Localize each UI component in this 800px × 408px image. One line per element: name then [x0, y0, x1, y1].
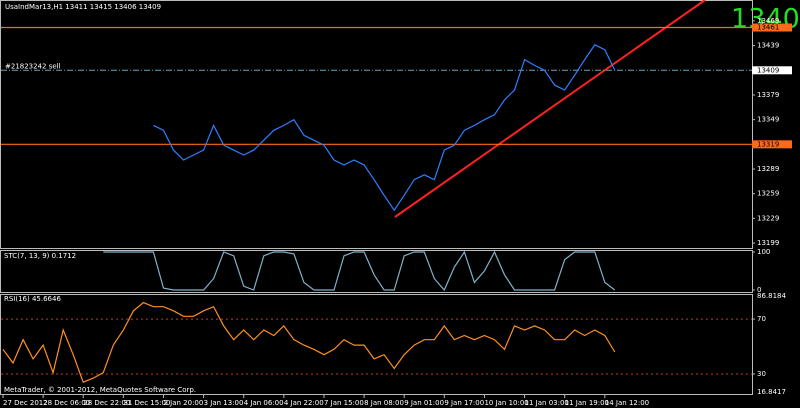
y-tick-label: 100	[757, 248, 770, 256]
y-limit-label: 86.8184	[757, 292, 786, 300]
y-tick-label: 13289	[757, 165, 779, 173]
y-tick-label: 13229	[757, 214, 779, 222]
y-tick-label: 30	[757, 370, 766, 378]
level-box	[752, 140, 792, 149]
y-tick-label: 13469	[757, 17, 779, 25]
x-tick-label: 28 Dec 22:00	[83, 399, 130, 407]
x-tick-label: 31 Dec 15:00	[123, 399, 170, 407]
series-line	[2, 301, 616, 383]
x-tick-label: 27 Dec 2012	[3, 399, 48, 407]
x-tick-label: 14 Jan 12:00	[605, 399, 649, 407]
x-tick-label: 7 Jan 15:00	[324, 399, 364, 407]
y-limit-label: 16.8417	[757, 388, 786, 396]
rsi-frame	[0, 294, 753, 395]
x-tick-label: 9 Jan 01:00	[404, 399, 444, 407]
y-tick-label: 0	[757, 286, 761, 294]
series-line	[153, 44, 616, 212]
level-box	[752, 23, 792, 32]
y-tick-label: 13349	[757, 116, 779, 124]
frames	[0, 0, 753, 395]
x-tick-label: 9 Jan 17:00	[444, 399, 484, 407]
rsi-title: RSI(16) 45.6646	[4, 295, 61, 303]
level-label: 13461	[757, 24, 779, 32]
main-frame	[0, 0, 753, 249]
x-tick-label: 2 Jan 20:00	[163, 399, 203, 407]
level-label: 13319	[757, 140, 779, 148]
x-tick-label: 4 Jan 22:00	[284, 399, 324, 407]
x-tick-label: 3 Jan 13:00	[204, 399, 244, 407]
y-tick-label: 70	[757, 315, 766, 323]
y-tick-label: 13379	[757, 91, 779, 99]
y-tick-label: 13259	[757, 190, 779, 198]
footer: MetaTrader, © 2001-2012, MetaQuotes Soft…	[4, 386, 196, 394]
stc-title: STC(7, 13, 9) 0.1712	[4, 252, 76, 260]
order-label: #21823242 sell	[5, 62, 61, 70]
series-line	[103, 250, 616, 292]
order-box	[752, 66, 792, 75]
x-tick-label: 28 Dec 06:00	[43, 399, 90, 407]
chart-title: UsaIndMar13,H1 13411 13415 13406 13409	[5, 3, 161, 11]
x-tick-label: 11 Jan 19:00	[565, 399, 609, 407]
stc-frame	[0, 250, 753, 293]
order-price: 13409	[757, 66, 779, 74]
trend-line	[394, 0, 706, 218]
x-tick-label: 4 Jan 06:00	[244, 399, 284, 407]
x-tick-label: 10 Jan 10:00	[484, 399, 528, 407]
x-tick-label: 8 Jan 08:00	[364, 399, 404, 407]
y-tick-label: 13199	[757, 239, 779, 247]
x-tick-label: 11 Jan 03:00	[525, 399, 569, 407]
y-tick-label: 13439	[757, 42, 779, 50]
